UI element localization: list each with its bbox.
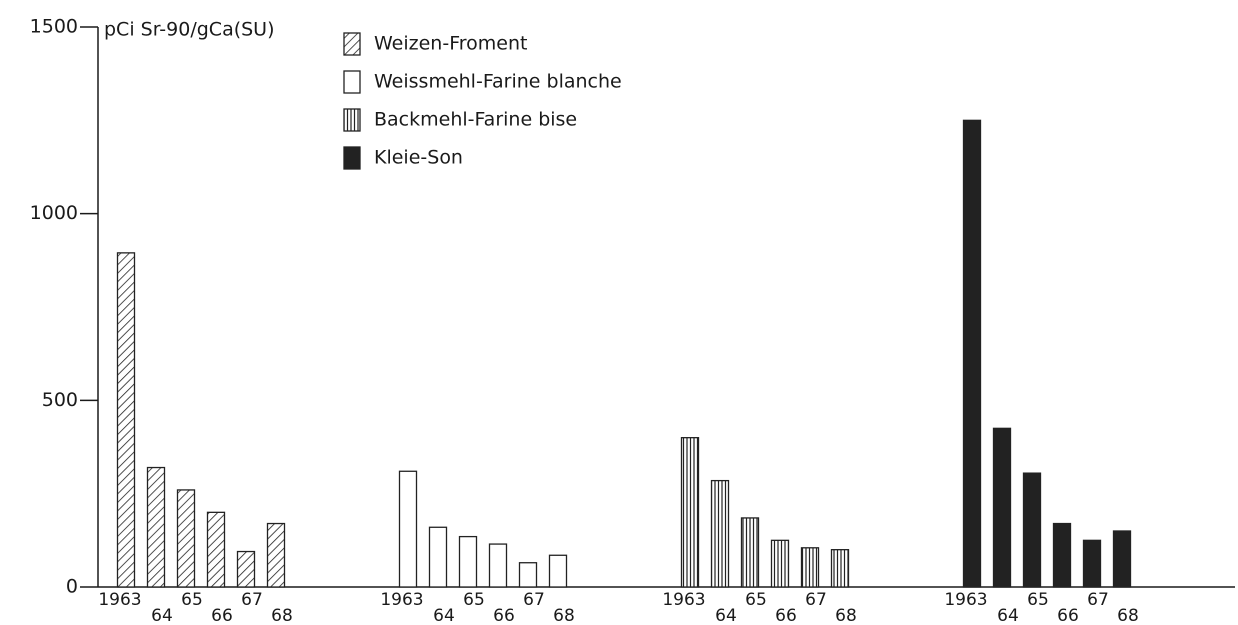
x-tick-label: 1963	[380, 590, 423, 610]
y-tick-label: 1000	[30, 202, 78, 224]
y-tick-label: 500	[42, 389, 78, 411]
x-tick-label: 64	[151, 606, 173, 625]
x-tick-label: 65	[181, 590, 203, 610]
x-tick-label: 67	[805, 590, 827, 610]
legend-swatch	[343, 70, 361, 94]
bar	[680, 437, 700, 588]
x-tick-label: 68	[553, 606, 575, 625]
bar	[800, 547, 820, 588]
bar	[236, 550, 256, 588]
bar	[548, 554, 568, 588]
y-axis-label: pCi Sr-90/gCa(SU)	[104, 19, 275, 41]
x-tick-label: 68	[271, 606, 293, 625]
x-tick-label: 66	[1057, 606, 1079, 625]
x-tick-label: 66	[211, 606, 233, 625]
x-tick-label: 67	[1087, 590, 1109, 610]
x-tick-label: 67	[523, 590, 545, 610]
bar	[1022, 472, 1042, 588]
bar	[398, 470, 418, 588]
x-tick-label: 1963	[98, 590, 141, 610]
x-tick-label: 66	[775, 606, 797, 625]
x-tick-label: 65	[463, 590, 485, 610]
x-tick-label: 64	[997, 606, 1019, 625]
bar	[1082, 539, 1102, 588]
x-tick-label: 68	[1117, 606, 1139, 625]
bar	[962, 119, 982, 588]
x-tick-label: 1963	[662, 590, 705, 610]
bar	[116, 252, 136, 588]
x-tick-label: 68	[835, 606, 857, 625]
x-tick-label: 64	[433, 606, 455, 625]
bar	[740, 517, 760, 588]
bar	[710, 479, 730, 588]
bar	[830, 549, 850, 588]
bar	[992, 427, 1012, 588]
bar	[458, 535, 478, 588]
x-tick-label: 65	[745, 590, 767, 610]
x-tick-label: 1963	[944, 590, 987, 610]
bar	[1052, 522, 1072, 588]
bar	[488, 543, 508, 588]
bar	[146, 466, 166, 588]
legend-label: Weissmehl-Farine blanche	[374, 71, 622, 93]
legend-label: Weizen-Froment	[374, 33, 527, 55]
x-tick-label: 65	[1027, 590, 1049, 610]
legend-label: Backmehl-Farine bise	[374, 109, 577, 131]
bar	[176, 489, 196, 588]
x-tick-label: 66	[493, 606, 515, 625]
x-tick-label: 67	[241, 590, 263, 610]
y-tick-label: 1500	[30, 16, 78, 38]
y-tick-label: 0	[66, 576, 78, 598]
bar	[518, 562, 538, 588]
bar	[428, 526, 448, 588]
legend-swatch	[343, 146, 361, 170]
bar	[266, 522, 286, 588]
legend-label: Kleie-Son	[374, 147, 463, 169]
x-tick-label: 64	[715, 606, 737, 625]
legend-swatch	[343, 108, 361, 132]
bar	[770, 539, 790, 588]
bar	[206, 511, 226, 588]
bar	[1112, 530, 1132, 588]
legend-swatch	[343, 32, 361, 56]
